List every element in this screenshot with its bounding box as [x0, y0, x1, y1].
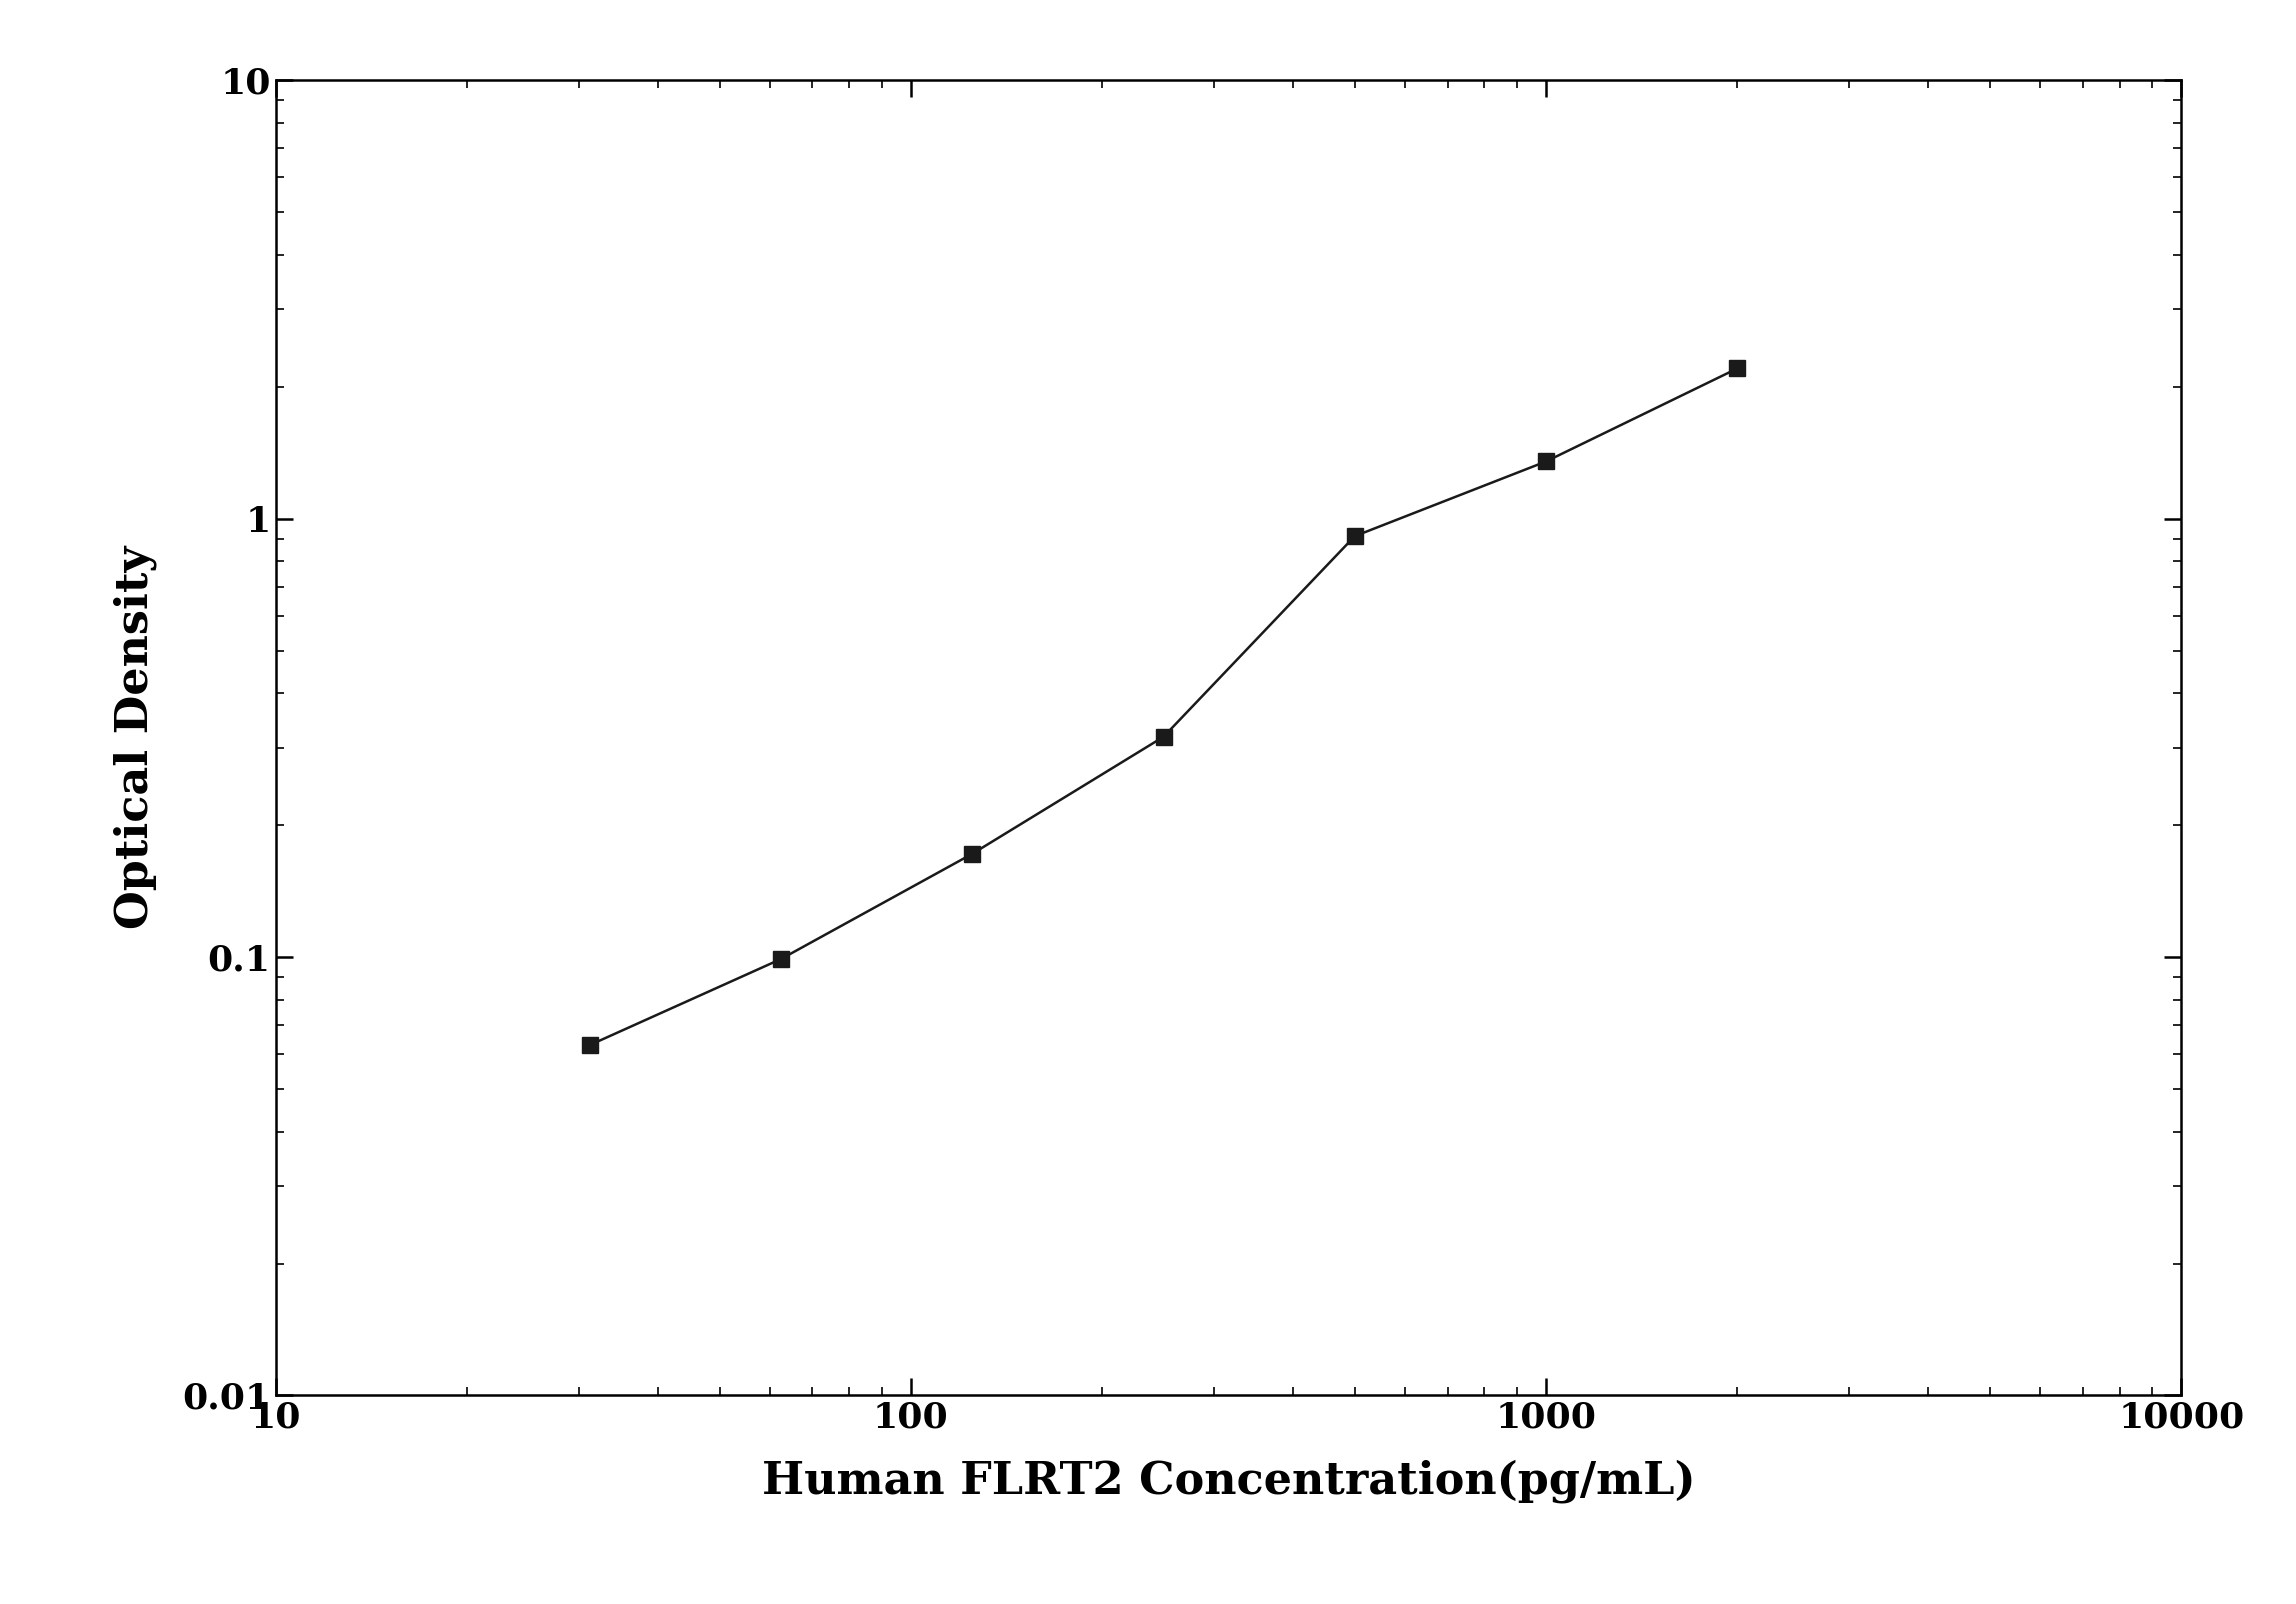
X-axis label: Human FLRT2 Concentration(pg/mL): Human FLRT2 Concentration(pg/mL) [762, 1460, 1694, 1503]
Y-axis label: Optical Density: Optical Density [115, 547, 158, 929]
